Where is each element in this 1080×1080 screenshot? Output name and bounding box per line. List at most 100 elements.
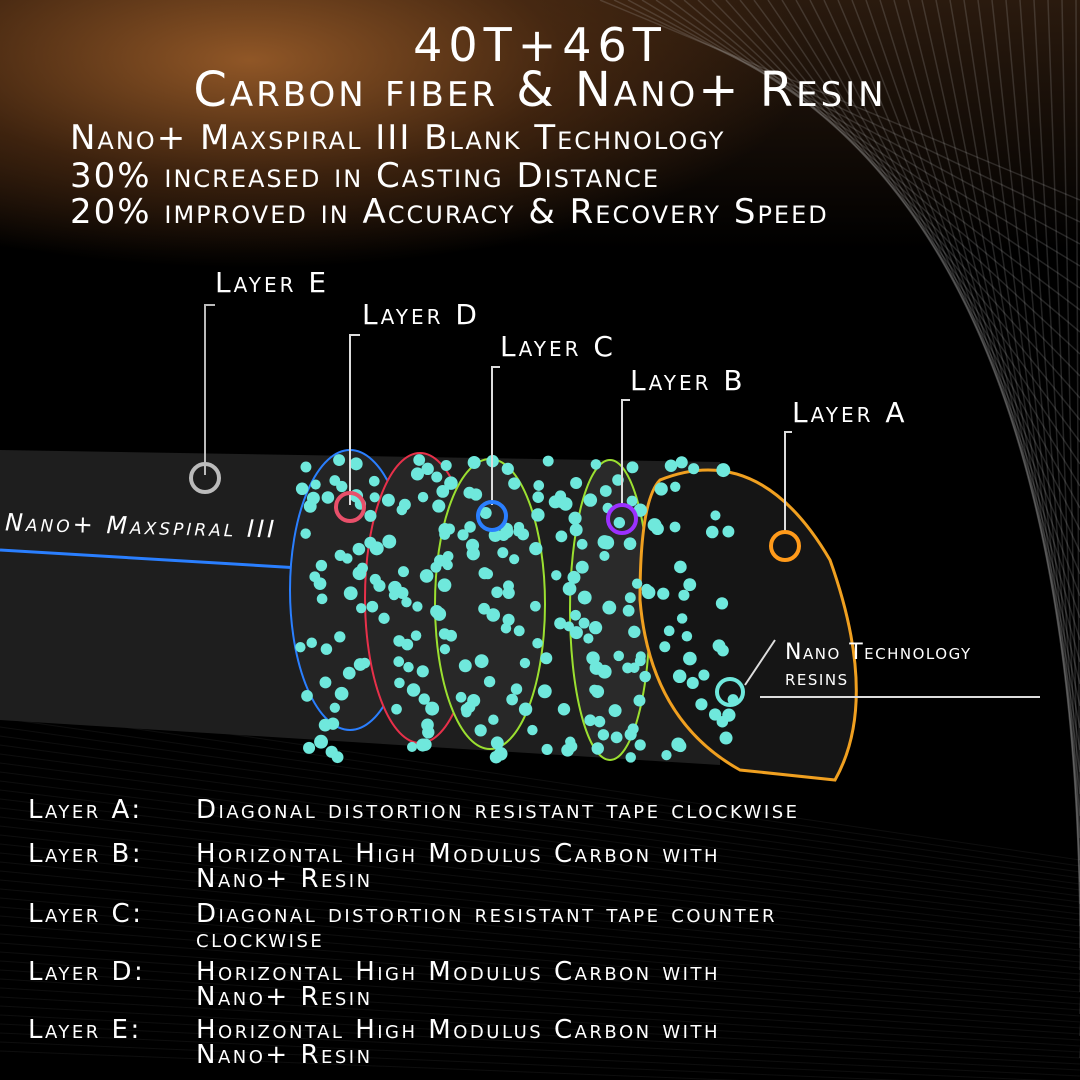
feature-line-1: Nano+ Maxspiral III Blank Technology: [70, 118, 726, 158]
label-layer-d: Layer D: [362, 298, 480, 331]
resin-dot: [510, 683, 523, 695]
streak: [613, 0, 1080, 223]
resin-dot: [425, 701, 440, 716]
streak: [711, 0, 1080, 377]
resin-dot: [577, 590, 592, 605]
description-layer-a: Layer A: Diagonal distortion resistant ta…: [28, 795, 800, 825]
streak: [0, 933, 1080, 1017]
resin-dot: [343, 586, 358, 601]
resin-dot: [518, 702, 533, 716]
resin-dot: [334, 686, 349, 701]
resin-dot: [674, 560, 687, 574]
streak: [1047, 0, 1080, 905]
streak: [879, 0, 1080, 641]
resin-dot: [309, 571, 321, 583]
description-layer-c: Layer C: Diagonal distortion resistant ta…: [28, 899, 777, 952]
resin-dot: [364, 509, 377, 522]
marker-layer-d: [334, 491, 366, 523]
resin-dot: [509, 554, 520, 565]
resin-dot: [431, 471, 443, 483]
resin-dot: [329, 702, 340, 713]
streak: [0, 771, 1080, 909]
resin-dot: [314, 734, 328, 749]
label-layer-a: Layer A: [792, 396, 908, 429]
resin-dot: [325, 745, 338, 758]
resin-dot: [301, 689, 313, 702]
resin-dot: [531, 508, 545, 522]
resin-dot: [394, 677, 405, 689]
resin-dot: [593, 715, 606, 728]
resin-dot: [356, 603, 367, 614]
streak: [0, 978, 1080, 1047]
resin-dot: [506, 693, 518, 706]
resin-dot: [466, 547, 480, 561]
resin-dot: [568, 511, 582, 525]
streak: [0, 1050, 741, 1080]
resin-dot: [315, 559, 328, 572]
resin-dot: [303, 741, 316, 754]
streak: [0, 852, 1080, 963]
resin-dot: [410, 467, 424, 481]
resin-dot: [491, 586, 503, 599]
resin-dot: [316, 593, 328, 605]
marker-layer-c: [476, 500, 508, 532]
resin-dot: [334, 549, 346, 561]
resin-dot: [686, 676, 699, 690]
resin-dot: [333, 454, 346, 467]
resin-dot: [432, 607, 447, 621]
rod-blue-line: [0, 548, 301, 570]
resin-dot: [647, 518, 662, 532]
marker-layer-e: [189, 462, 221, 494]
desc-text: Diagonal distortion resistant tape count…: [196, 899, 777, 929]
streak: [0, 789, 1080, 921]
resin-dot: [369, 492, 380, 503]
resin-dot: [410, 630, 422, 641]
resin-dot: [300, 461, 312, 473]
resin-dot: [634, 739, 646, 751]
leader-layer-b: [621, 399, 630, 505]
resin-label-1: Nano Technology: [785, 640, 972, 665]
resin-dot: [391, 703, 402, 715]
streak: [809, 0, 1080, 531]
resin-dot: [513, 521, 525, 533]
resin-dot: [584, 714, 596, 727]
resin-label-2: resins: [785, 666, 849, 691]
streak: [0, 1014, 1080, 1071]
desc-key: Layer A:: [28, 795, 143, 825]
streak: [0, 1005, 1080, 1065]
resin-dot: [353, 658, 367, 671]
resin-dot: [381, 493, 395, 507]
resin-dot: [575, 560, 589, 574]
streak: [851, 0, 1080, 597]
streak: [0, 888, 1080, 987]
resin-dot: [368, 475, 380, 487]
resin-dot: [502, 586, 515, 600]
streak: [627, 0, 1080, 245]
resin-dot: [455, 691, 467, 703]
resin-dot: [669, 521, 681, 533]
resin-dot: [401, 597, 412, 608]
resin-dot: [654, 482, 668, 496]
resin-dot: [634, 655, 646, 667]
streak: [0, 1041, 904, 1080]
resin-dot: [519, 657, 531, 669]
resin-dot: [565, 736, 576, 747]
resin-dot: [661, 749, 672, 761]
desc-text: Horizontal High Modulus Carbon with: [196, 1015, 720, 1045]
resin-dot: [610, 731, 623, 744]
resin-dot: [300, 528, 311, 539]
streak: [0, 870, 1080, 975]
leader-resin: [744, 639, 1040, 698]
resin-dot: [490, 736, 504, 750]
leader-layer-e: [204, 304, 215, 475]
streak: [977, 0, 1080, 795]
streak: [0, 834, 1080, 951]
resin-dot: [483, 675, 496, 688]
marker-layer-a: [769, 530, 801, 562]
resin-dot: [532, 638, 543, 649]
streak: [1075, 0, 1080, 949]
resin-dot: [557, 703, 571, 716]
resin-dot: [321, 491, 335, 504]
resin-dot: [548, 495, 562, 509]
resin-dot: [417, 491, 429, 503]
